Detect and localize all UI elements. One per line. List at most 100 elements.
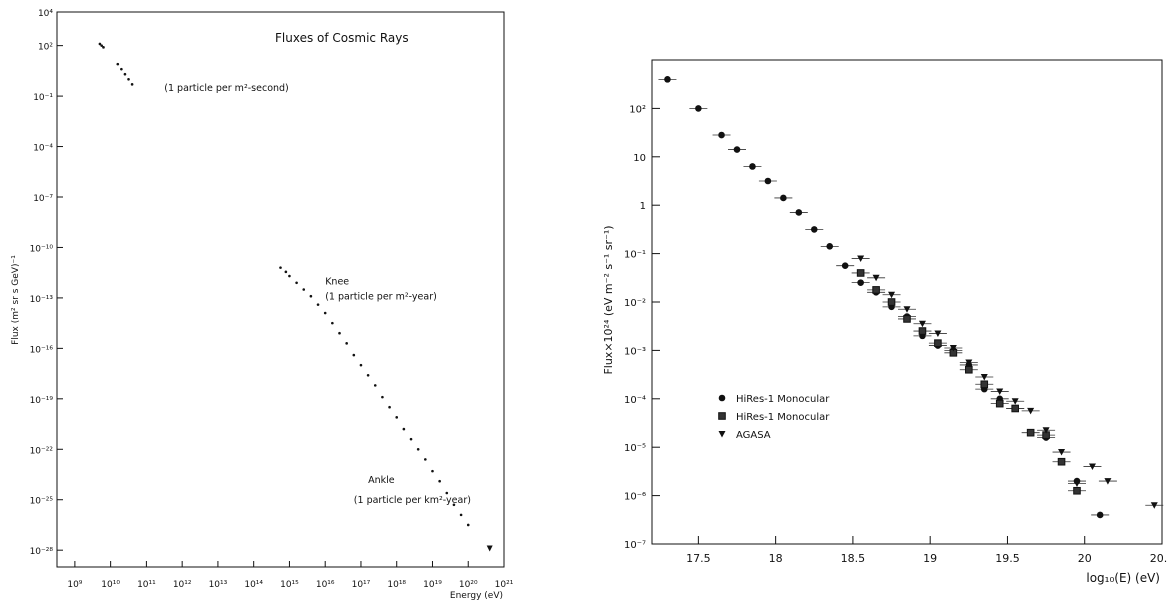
left-data-point — [452, 503, 456, 507]
left-x-tick-label: 10¹⁸ — [387, 580, 406, 590]
right-data-point — [887, 298, 896, 306]
right-y-tick-label: 10 — [633, 153, 646, 164]
right-y-tick-label: 10⁻⁶ — [624, 492, 646, 503]
left-data-point — [102, 46, 105, 49]
right-x-tick-label: 20 — [1078, 552, 1092, 565]
left-y-tick-label: 10⁻²⁵ — [30, 497, 54, 507]
left-data-point — [331, 321, 334, 325]
left-data-point — [359, 363, 363, 367]
left-y-tick-label: 10⁻¹⁰ — [30, 244, 54, 254]
left-data-point — [459, 513, 463, 517]
left-data-points — [98, 42, 493, 552]
left-data-point — [431, 469, 434, 473]
left-y-tick-label: 10⁴ — [38, 9, 53, 19]
right-data-point — [857, 279, 864, 286]
right-x-tick-label: 17.5 — [686, 552, 711, 565]
right-data-point — [995, 399, 1004, 408]
left-x-tick-label: 10¹¹ — [137, 580, 156, 590]
right-data-point — [1058, 449, 1066, 456]
right-x-axis-label: log₁₀(E) (eV) — [1086, 571, 1160, 585]
left-y-tick-label: 10² — [38, 43, 53, 53]
right-data-point — [888, 291, 896, 299]
left-data-point — [116, 62, 120, 66]
left-data-point — [409, 437, 413, 441]
left-annotations: (1 particle per m²-second) Knee (1 particl… — [164, 83, 471, 506]
right-data-point — [795, 209, 803, 216]
right-data-point — [1104, 478, 1112, 485]
right-x-tick-label: 18 — [769, 552, 783, 565]
right-data-point — [934, 339, 942, 347]
left-data-point — [402, 427, 406, 431]
legend-label: AGASA — [736, 430, 771, 441]
left-y-tick-label: 10⁻¹⁹ — [30, 396, 54, 406]
legend-label: HiRes-1 Monocular — [736, 394, 830, 405]
left-data-point — [120, 67, 123, 71]
left-x-tick-label: 10⁹ — [67, 580, 82, 590]
left-data-point — [302, 288, 306, 291]
left-data-point — [323, 311, 327, 315]
left-data-point — [130, 83, 134, 86]
left-annotation: (1 particle per km²-year) — [354, 495, 471, 506]
left-x-tick-label: 10¹⁰ — [101, 580, 120, 590]
left-chart: Fluxes of Cosmic Rays Flux (m² sr s GeV)… — [11, 9, 514, 600]
left-annotation: (1 particle per m²-second) — [164, 83, 289, 94]
right-data-point — [810, 226, 818, 233]
right-x-tick-label: 19.5 — [995, 552, 1020, 565]
left-chart-title: Fluxes of Cosmic Rays — [275, 31, 409, 45]
left-x-tick-label: 10²¹ — [495, 580, 514, 590]
left-x-tick-label: 10¹⁷ — [352, 580, 371, 590]
right-data-point — [857, 255, 865, 262]
left-x-tick-label: 10¹⁵ — [280, 580, 299, 590]
right-plot-frame — [651, 59, 1163, 545]
right-data-point — [1150, 502, 1158, 509]
right-data-point — [841, 262, 849, 270]
legend-marker — [718, 431, 726, 438]
left-x-tick-label: 10²⁰ — [459, 580, 478, 590]
left-data-point — [424, 458, 427, 461]
right-data-point — [1011, 404, 1019, 413]
right-data-point — [664, 76, 671, 83]
right-legend: HiRes-1 Monocular HiRes-1 Monocular AGASA — [718, 394, 830, 441]
right-data-point — [1057, 457, 1066, 466]
left-annotation: Knee — [325, 276, 349, 287]
left-data-point — [100, 44, 103, 47]
right-axis-ticks: 17.5 18 18.5 19 19.5 20 20.5 10² 10 1 10⁻¹ 10⁻² 10⁻³… — [624, 104, 1168, 565]
left-data-point — [466, 523, 470, 527]
left-data-point — [316, 303, 320, 306]
right-data-point — [780, 194, 787, 202]
left-x-tick-label: 10¹⁶ — [316, 580, 335, 590]
right-data-point — [733, 146, 741, 153]
left-data-point — [438, 479, 441, 483]
left-x-tick-label: 10¹³ — [209, 580, 228, 590]
right-data-point — [1088, 463, 1096, 471]
legend-marker — [718, 394, 726, 402]
left-data-point — [352, 353, 356, 357]
left-data-point — [445, 491, 449, 495]
right-data-point — [1073, 480, 1081, 487]
left-x-tick-label: 10¹² — [173, 580, 192, 590]
left-data-point — [295, 281, 298, 285]
right-data-point — [965, 359, 973, 366]
left-data-point — [309, 294, 313, 298]
right-data-point — [695, 105, 702, 112]
left-data-point — [381, 395, 384, 399]
right-x-tick-label: 19 — [923, 552, 937, 565]
left-y-tick-label: 10⁻⁷ — [33, 194, 53, 204]
left-y-tick-label: 10⁻¹⁶ — [30, 345, 54, 355]
right-data-point — [1026, 428, 1035, 437]
right-y-tick-label: 10⁻⁷ — [624, 540, 646, 551]
right-data-point — [1073, 486, 1081, 495]
left-y-tick-label: 10⁻¹³ — [30, 295, 54, 305]
left-data-point — [279, 266, 282, 269]
left-data-point — [388, 405, 391, 409]
left-data-point — [395, 416, 399, 419]
right-data-point — [996, 388, 1004, 396]
left-data-point — [98, 42, 102, 46]
left-axis-ticks: 10⁹ 10¹⁰ 10¹¹ 10¹² 10¹³ 10¹⁴ 10¹⁵ 10¹⁶ 10¹⁷ 10¹⁸ 1… — [30, 9, 514, 590]
left-annotation: (1 particle per m²-year) — [325, 292, 437, 303]
left-x-axis-label: Energy (eV) — [450, 591, 503, 600]
right-chart: Flux×10²⁴ (eV m⁻² s⁻¹ sr⁻¹) log₁₀(E) (eV… — [602, 59, 1168, 585]
left-data-point — [123, 72, 127, 76]
left-y-tick-label: 10⁻¹ — [33, 93, 53, 103]
